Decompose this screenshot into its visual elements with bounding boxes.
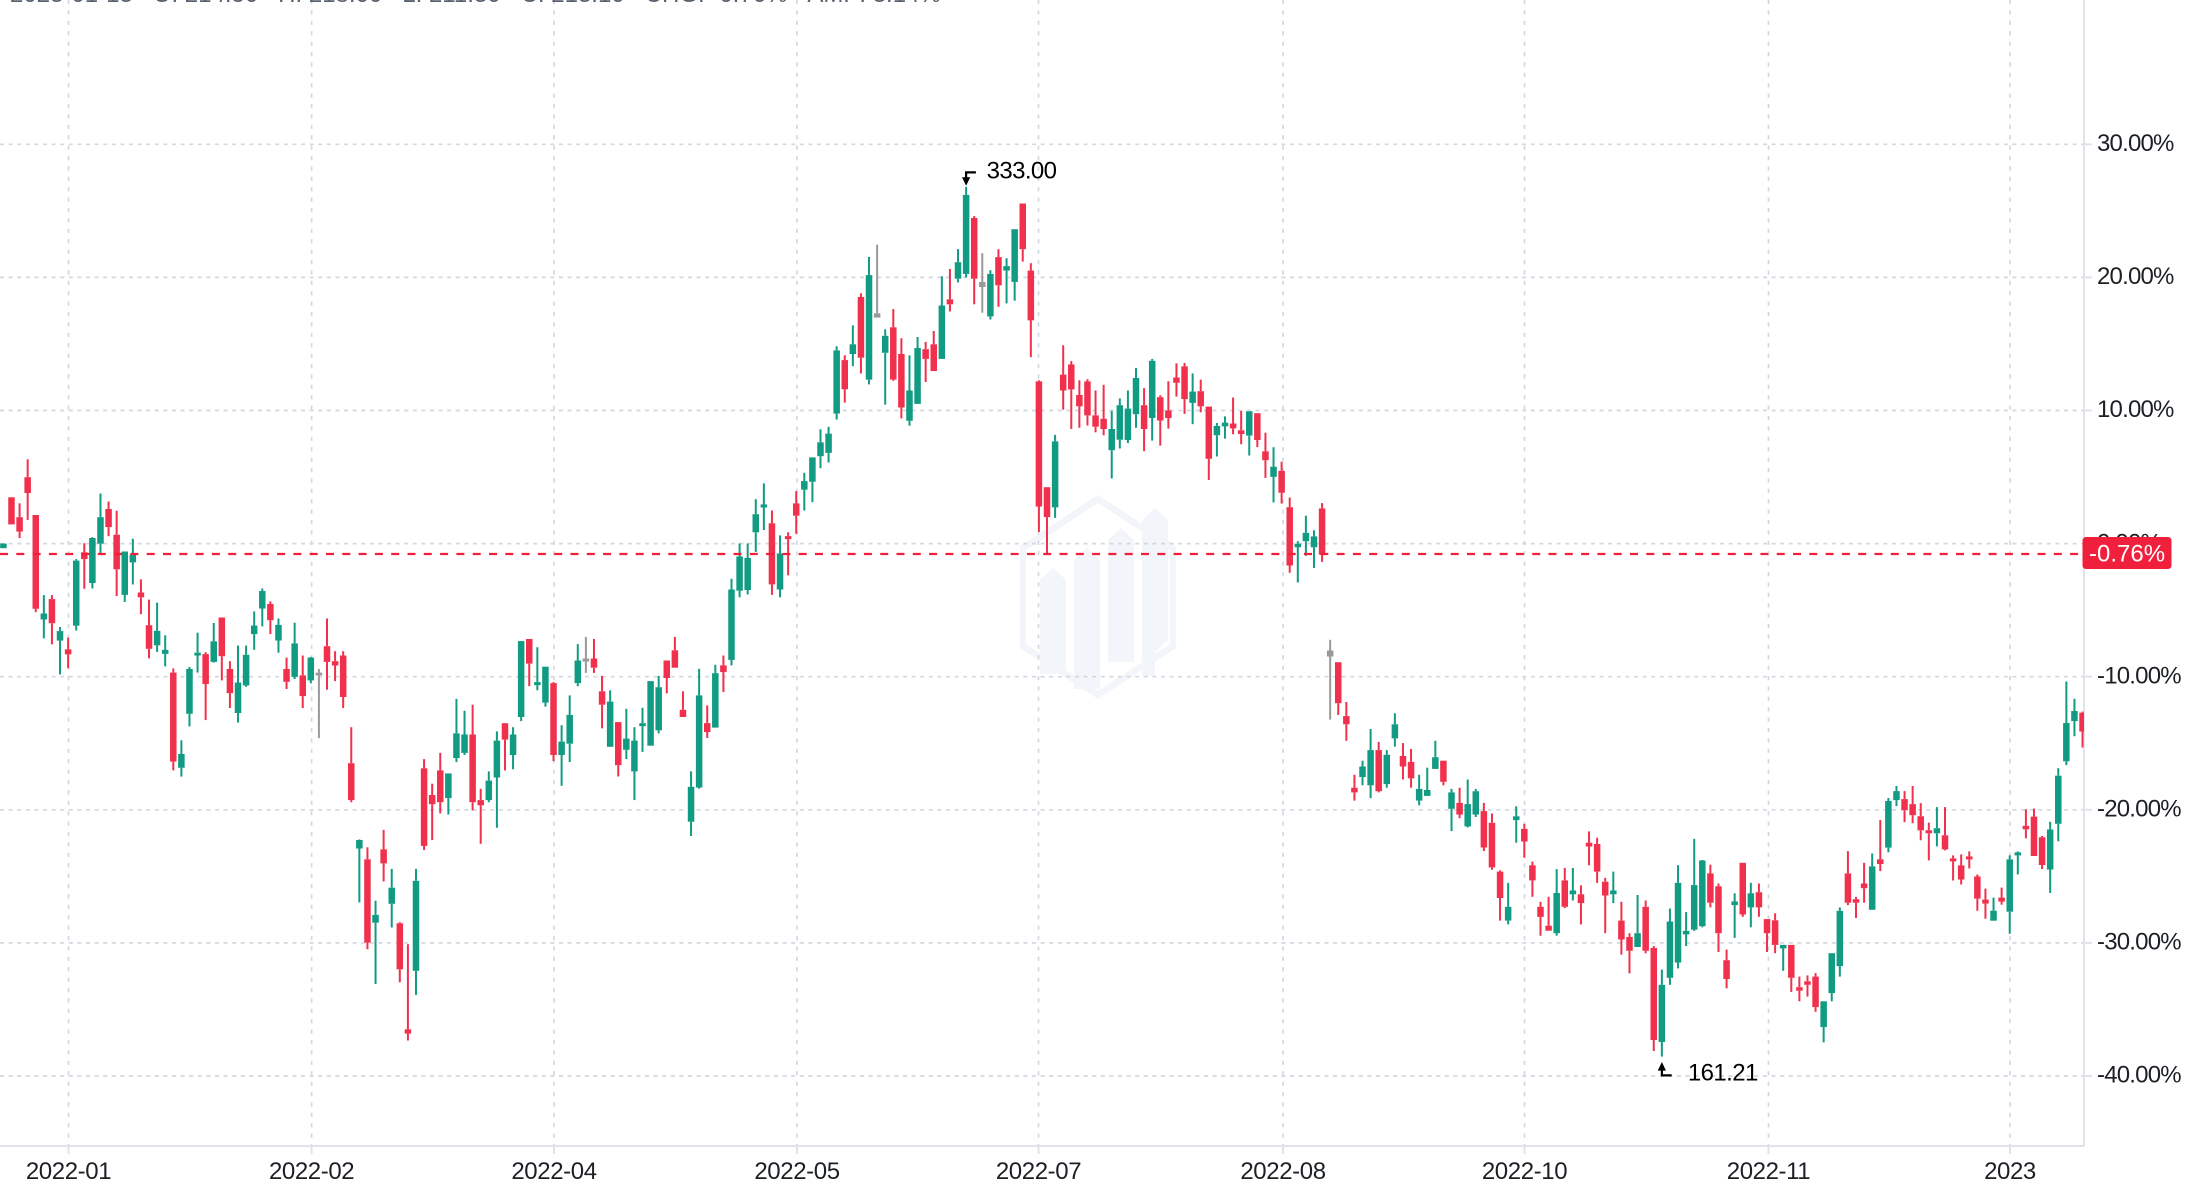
svg-text:2022-10: 2022-10 [1482, 1158, 1567, 1185]
svg-text:20.00%: 20.00% [2097, 263, 2174, 290]
svg-text:2022-11: 2022-11 [1727, 1158, 1811, 1185]
svg-text:2022-01: 2022-01 [26, 1158, 111, 1185]
svg-text:30.00%: 30.00% [2097, 130, 2174, 157]
svg-text:-0.76%: -0.76% [2089, 541, 2165, 568]
svg-text:-20.00%: -20.00% [2097, 796, 2181, 823]
svg-text:2023-01-13 O: 214.50 H: 21: 2023-01-13 O: 214.50 H: 218.00 L: 211.30… [10, 0, 941, 8]
svg-text:10.00%: 10.00% [2097, 396, 2174, 423]
svg-text:-10.00%: -10.00% [2097, 662, 2181, 689]
svg-text:2022-02: 2022-02 [269, 1158, 354, 1185]
svg-text:2023: 2023 [1984, 1158, 2036, 1185]
svg-text:2022-05: 2022-05 [754, 1158, 839, 1185]
svg-text:2022-07: 2022-07 [996, 1158, 1081, 1185]
svg-text:2022-04: 2022-04 [511, 1158, 596, 1185]
svg-text:333.00: 333.00 [987, 158, 1057, 185]
svg-text:2022-08: 2022-08 [1240, 1158, 1325, 1185]
svg-text:161.21: 161.21 [1688, 1060, 1758, 1087]
svg-text:-40.00%: -40.00% [2097, 1062, 2181, 1089]
svg-text:-30.00%: -30.00% [2097, 929, 2181, 956]
